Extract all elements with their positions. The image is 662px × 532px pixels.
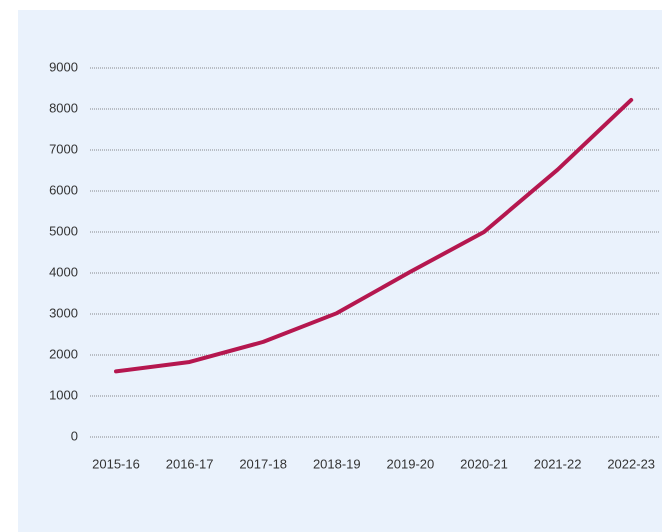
line — [114, 97, 634, 374]
y-tick-label: 2000 — [49, 346, 78, 361]
x-tick-label: 2017-18 — [239, 456, 287, 471]
x-tick-label: 2015-16 — [92, 456, 140, 471]
y-tick-label: 6000 — [49, 182, 78, 197]
x-tick-label: 2016-17 — [166, 456, 214, 471]
y-tick-label: 4000 — [49, 264, 78, 279]
y-tick-label: 7000 — [49, 141, 78, 156]
y-tick-label: 5000 — [49, 223, 78, 238]
y-tick-label: 9000 — [49, 59, 78, 74]
x-tick-label: 2020-21 — [460, 456, 508, 471]
y-tick-label: 3000 — [49, 305, 78, 320]
y-tick-label: 8000 — [49, 100, 78, 115]
x-tick-label: 2018-19 — [313, 456, 361, 471]
panel — [18, 10, 662, 532]
x-tick-label: 2021-22 — [534, 456, 582, 471]
x-tick-label: 2022-23 — [607, 456, 655, 471]
x-tick-label: 2019-20 — [387, 456, 435, 471]
y-tick-label: 1000 — [49, 387, 78, 402]
y-tick-label: 0 — [71, 428, 78, 443]
